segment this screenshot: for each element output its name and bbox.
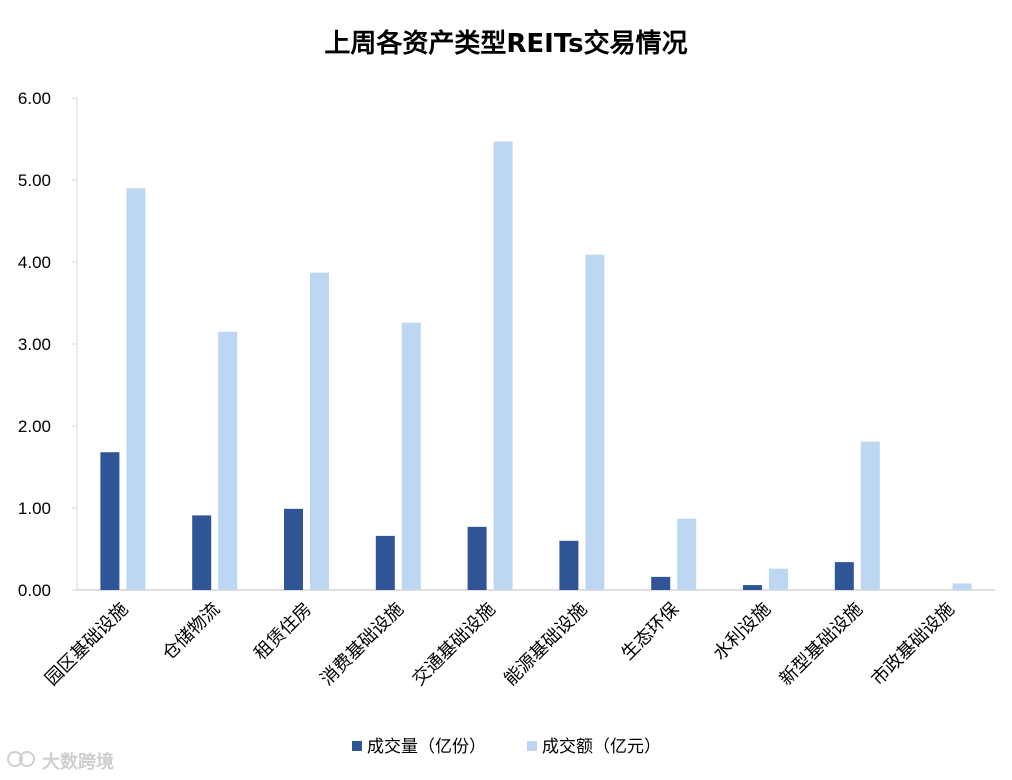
x-tick-label: 水利设施 [709,599,775,665]
x-tick-label: 仓储物流 [158,599,224,665]
bar-amount [401,322,421,590]
x-tick-label: 生态环保 [617,599,683,665]
bar-amount [126,188,146,590]
bar-volume [375,535,395,590]
bar-volume [467,526,487,590]
bar-amount [218,331,238,590]
bar-amount [952,583,972,590]
bar-amount [677,518,697,590]
bar-amount [769,568,788,590]
y-tick-label: 4.00 [18,253,51,272]
y-tick-label: 6.00 [18,89,51,108]
bar-volume [651,576,671,590]
legend-label: 成交量（亿份） [367,737,486,757]
x-tick-label: 消费基础设施 [317,599,408,690]
x-tick-label: 租赁住房 [250,599,316,665]
legend: 成交量（亿份） 成交额（亿元） [352,737,661,757]
x-tick-label: 能源基础设施 [500,599,591,690]
watermark-text: 大数跨境 [42,751,114,773]
bar-volume [284,508,303,590]
y-tick-label: 1.00 [18,499,51,518]
watermark: 大数跨境 [7,751,114,773]
chart-title: 上周各资产类型REITs交易情况 [324,28,687,59]
legend-swatch [527,741,537,751]
bar-amount [310,272,329,590]
x-tick-label: 市政基础设施 [867,599,958,690]
x-tick-label: 园区基础设施 [41,599,132,690]
bars [100,141,972,590]
bar-volume [192,515,212,590]
bar-amount [860,441,880,590]
bar-volume [559,540,579,590]
bar-amount [493,141,513,590]
bar-volume [100,452,120,590]
y-tick-label: 2.00 [18,417,51,436]
bar-volume [743,585,762,590]
y-tick-label: 5.00 [18,171,51,190]
y-tick-label: 3.00 [18,335,51,354]
legend-swatch [352,741,362,751]
x-tick-label: 新型基础设施 [776,599,867,690]
bar-amount [585,254,605,590]
legend-label: 成交额（亿元） [542,737,661,757]
y-tick-label: 0.00 [18,581,51,600]
x-tick-labels: 园区基础设施 仓储物流 租赁住房 消费基础设施 交通基础设施 能源基础设施 生态环保 水利设施… [41,599,958,690]
x-tick-label: 交通基础设施 [408,599,499,690]
bar-volume [834,562,854,590]
brand-logo-icon [7,751,35,767]
